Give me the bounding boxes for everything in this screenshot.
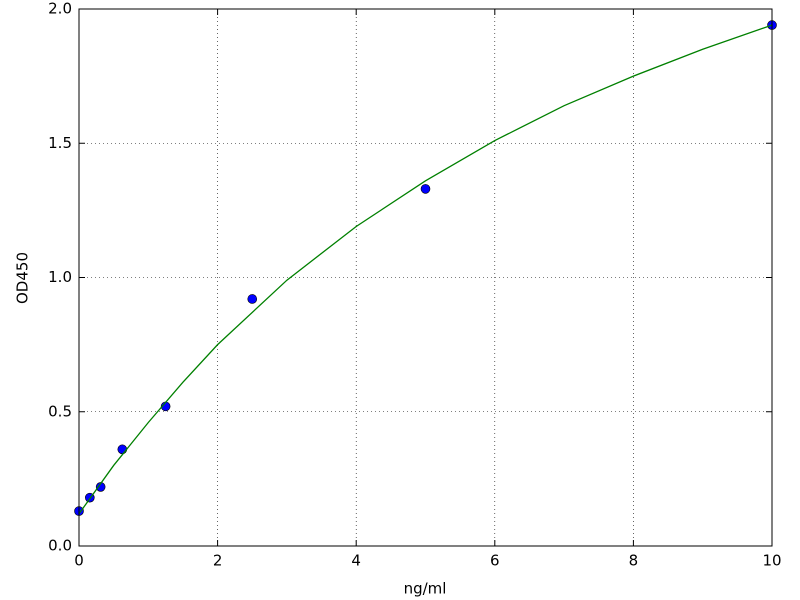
- data-point: [247, 294, 258, 304]
- fit-curve: [78, 24, 773, 515]
- data-point: [95, 482, 106, 492]
- plot-frame: [78, 8, 773, 547]
- x-tick-label: 10: [762, 552, 781, 570]
- y-axis-label: OD450: [14, 252, 32, 304]
- y-tick-label: 2.0: [48, 0, 72, 18]
- y-tick-label: 1.5: [48, 134, 72, 152]
- x-tick-label: 0: [74, 552, 84, 570]
- x-axis-label: ng/ml: [404, 580, 447, 598]
- y-tick-label: 1.0: [48, 268, 72, 286]
- x-tick-label: 6: [490, 552, 500, 570]
- data-point: [117, 444, 128, 455]
- y-tick-label: 0.0: [48, 537, 72, 555]
- x-tick-label: 2: [213, 552, 223, 570]
- plot-area: [79, 9, 772, 546]
- y-tick-label: 0.5: [48, 402, 72, 420]
- x-tick-label: 8: [629, 552, 639, 570]
- x-tick-label: 4: [351, 552, 361, 570]
- data-point: [420, 184, 431, 194]
